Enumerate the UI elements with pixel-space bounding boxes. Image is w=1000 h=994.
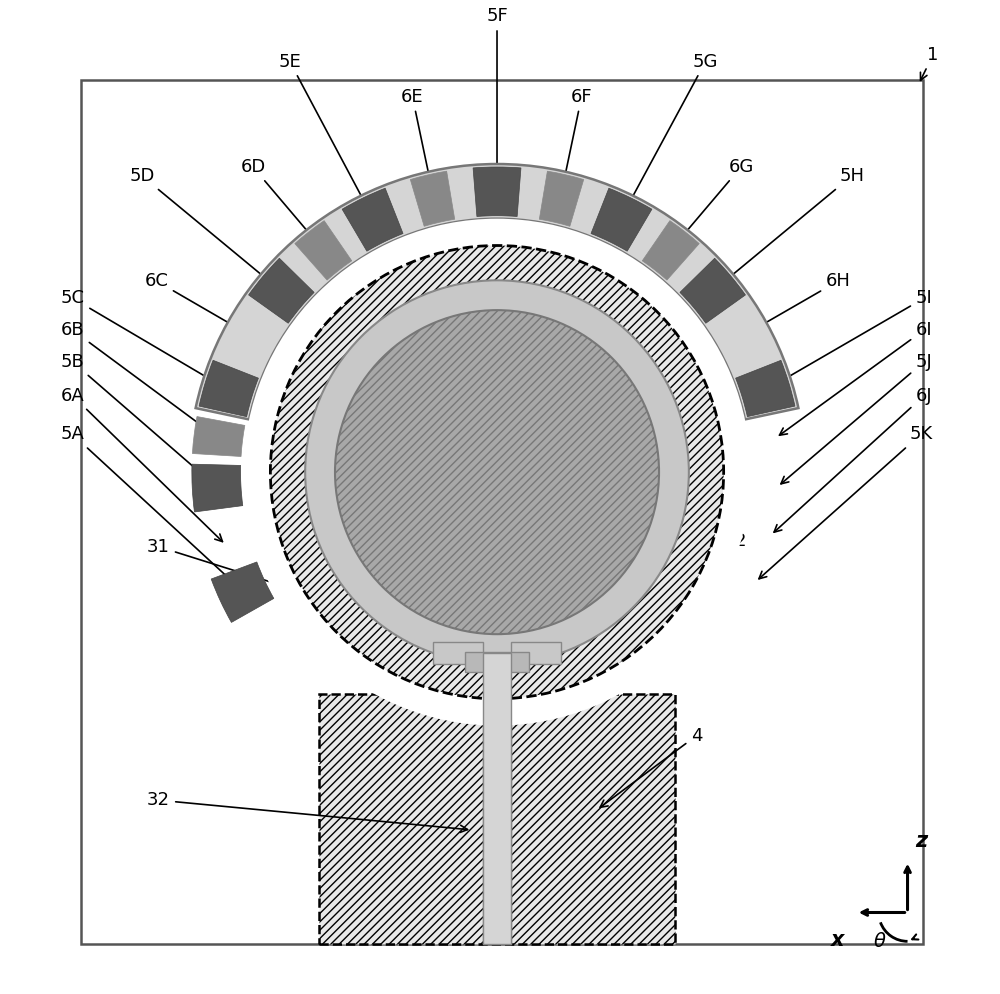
Text: 6E: 6E [401, 87, 435, 194]
Text: 5C: 5C [61, 289, 224, 388]
Text: 6G: 6G [673, 158, 754, 248]
Wedge shape [473, 167, 521, 217]
Wedge shape [591, 188, 652, 251]
Text: 1: 1 [920, 46, 939, 81]
Text: 5K: 5K [759, 425, 932, 579]
Wedge shape [342, 188, 403, 251]
Circle shape [270, 246, 724, 699]
Circle shape [305, 280, 689, 664]
Text: 6B: 6B [61, 321, 215, 435]
Bar [465, 652, 529, 672]
Bar [511, 642, 561, 664]
Bar [433, 642, 483, 664]
Bar [483, 653, 511, 944]
Bar [483, 653, 511, 944]
Text: 2: 2 [655, 532, 746, 562]
Text: 6H: 6H [747, 272, 851, 334]
Text: $\theta$: $\theta$ [873, 932, 886, 951]
Wedge shape [211, 562, 274, 622]
Text: 32: 32 [147, 791, 468, 832]
Text: 5G: 5G [622, 53, 718, 216]
Circle shape [270, 246, 724, 699]
Wedge shape [736, 360, 795, 416]
Bar [81, 80, 923, 944]
Bar [511, 642, 561, 664]
Circle shape [305, 280, 689, 664]
Text: 4: 4 [600, 727, 702, 807]
Wedge shape [192, 464, 243, 512]
Text: 31: 31 [147, 538, 448, 639]
Wedge shape [539, 171, 584, 227]
Wedge shape [199, 360, 258, 416]
Bar [465, 652, 529, 672]
Wedge shape [196, 164, 798, 419]
Wedge shape [642, 221, 699, 280]
Text: 5F: 5F [486, 7, 508, 187]
Text: 5J: 5J [781, 353, 932, 484]
Text: 6F: 6F [559, 87, 592, 194]
Wedge shape [680, 258, 745, 323]
Wedge shape [410, 171, 455, 227]
Text: 5A: 5A [61, 425, 239, 587]
Text: z: z [915, 831, 928, 851]
Wedge shape [295, 221, 352, 280]
Text: 6A: 6A [61, 387, 222, 542]
Text: 6J: 6J [774, 387, 932, 532]
Wedge shape [249, 258, 314, 323]
Text: 6C: 6C [144, 272, 247, 334]
Bar [433, 642, 483, 664]
Text: 5H: 5H [716, 167, 864, 288]
Circle shape [335, 310, 659, 634]
Wedge shape [192, 416, 245, 456]
Bar [319, 694, 675, 944]
Text: 5B: 5B [61, 353, 213, 484]
Text: 6I: 6I [779, 321, 932, 435]
Circle shape [335, 310, 659, 634]
Circle shape [300, 275, 694, 669]
Text: 6D: 6D [240, 158, 321, 248]
Circle shape [244, 219, 750, 726]
Text: 5D: 5D [129, 167, 278, 288]
Text: 5I: 5I [770, 289, 932, 388]
Text: x: x [831, 930, 845, 950]
Text: 5E: 5E [278, 53, 372, 216]
